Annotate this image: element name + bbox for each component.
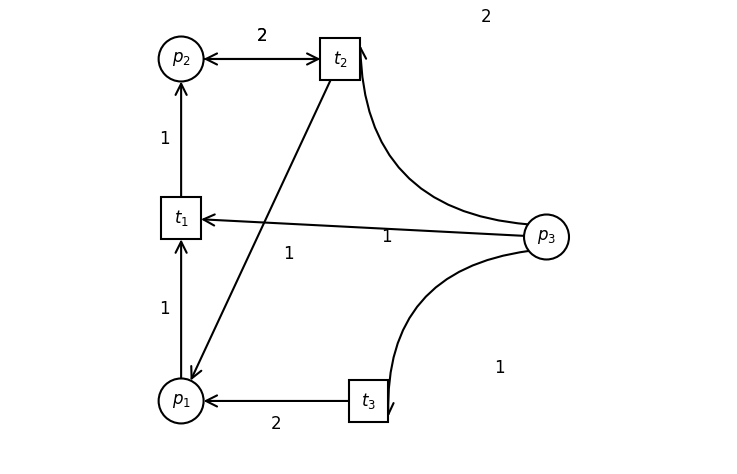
Text: 1: 1 [159, 300, 170, 318]
Text: $t_1$: $t_1$ [174, 208, 189, 228]
Circle shape [524, 215, 569, 259]
Text: 2: 2 [270, 415, 282, 433]
Text: $p_3$: $p_3$ [537, 228, 556, 246]
FancyBboxPatch shape [161, 197, 201, 239]
Text: 1: 1 [495, 359, 505, 377]
Text: 1: 1 [284, 245, 294, 263]
Text: 2: 2 [256, 27, 268, 45]
Text: $p_2$: $p_2$ [172, 50, 191, 68]
Circle shape [158, 378, 203, 423]
Text: 1: 1 [380, 228, 391, 246]
FancyBboxPatch shape [321, 38, 360, 80]
Text: $t_3$: $t_3$ [361, 391, 376, 411]
Text: $t_2$: $t_2$ [333, 49, 348, 69]
Text: 2: 2 [256, 27, 268, 45]
Text: 2: 2 [481, 8, 491, 26]
FancyBboxPatch shape [349, 380, 388, 422]
Text: 1: 1 [159, 130, 170, 148]
Circle shape [158, 36, 203, 82]
Text: $p_1$: $p_1$ [172, 392, 191, 410]
